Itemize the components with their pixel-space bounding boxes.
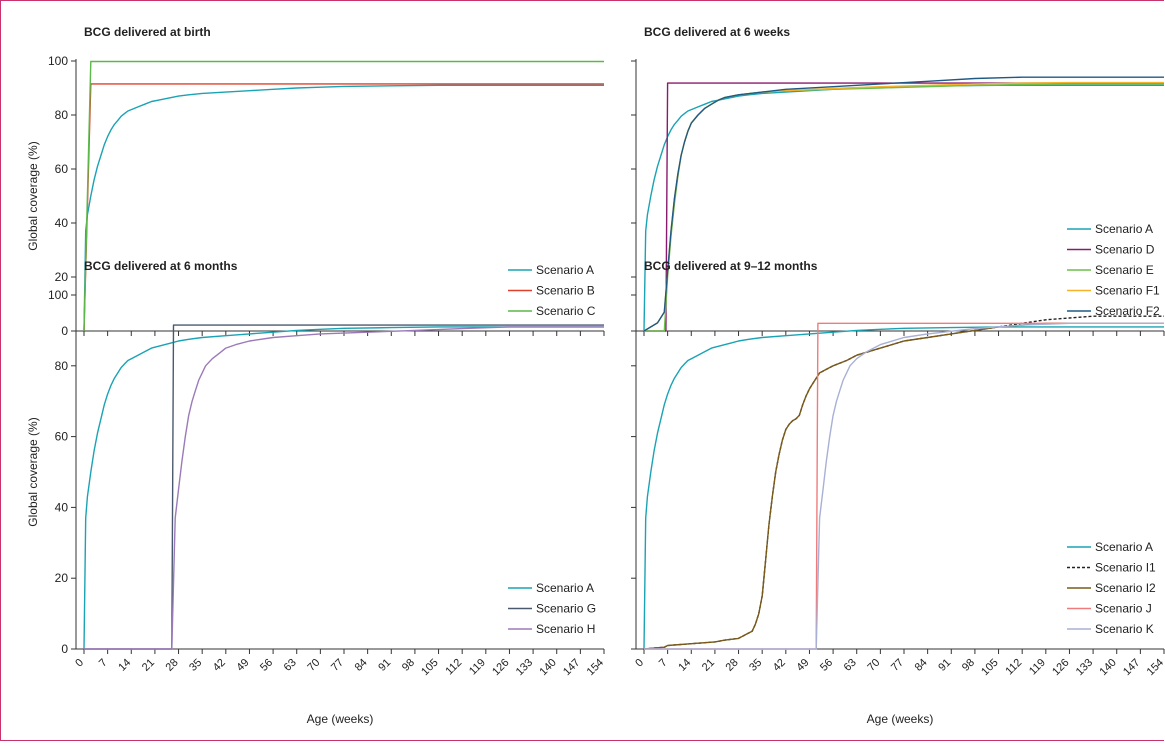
series-line-scenario-f2	[643, 76, 1164, 332]
chart-title: BCG delivered at 6 months	[84, 259, 238, 273]
y-tick-label: 100	[48, 54, 68, 68]
legend-label-scenario-b: Scenario B	[536, 284, 595, 298]
x-axis-label: Age (weeks)	[307, 712, 374, 726]
chart-title: BCG delivered at 6 weeks	[644, 25, 790, 39]
series-line-scenario-c	[83, 60, 604, 332]
legend-label-scenario-f1: Scenario F1	[1095, 284, 1160, 298]
legend-label-scenario-a: Scenario A	[1095, 540, 1153, 554]
y-tick-label: 80	[55, 108, 69, 122]
legend-label-scenario-k: Scenario K	[1095, 622, 1154, 636]
y-tick-label: 0	[61, 324, 68, 338]
chart-title: BCG delivered at birth	[84, 25, 211, 39]
x-axis-label: Age (weeks)	[867, 712, 934, 726]
y-tick-label: 20	[55, 571, 69, 585]
y-tick-label: 40	[55, 500, 69, 514]
legend-label-scenario-i2: Scenario I2	[1095, 581, 1156, 595]
y-tick-label: 20	[55, 270, 69, 284]
legend-label-scenario-h: Scenario H	[536, 622, 595, 636]
legend-label-scenario-j: Scenario J	[1095, 602, 1152, 616]
legend-label-scenario-g: Scenario G	[536, 602, 596, 616]
panel-6-weeks: BCG delivered at 6 weeks Scenario A Scenar…	[631, 25, 1165, 336]
legend-label-scenario-a: Scenario A	[1095, 222, 1153, 236]
y-axis-label: Global coverage (%)	[26, 417, 40, 526]
panel-birth: BCG delivered at birth 0 20 40 60 80 100 Global…	[26, 25, 605, 338]
legend-label-scenario-a: Scenario A	[536, 263, 594, 277]
y-tick-label: 80	[55, 359, 69, 373]
legend-label-scenario-f2: Scenario F2	[1095, 304, 1160, 318]
legend-label-scenario-a: Scenario A	[536, 581, 594, 595]
y-tick-label: 100	[48, 288, 68, 302]
y-tick-label: 0	[61, 642, 68, 656]
series-line-scenario-a	[643, 326, 1164, 650]
y-tick-label: 60	[55, 162, 69, 176]
series-line-scenario-k	[644, 322, 1164, 650]
y-tick-label: 40	[55, 216, 69, 230]
y-axis-label: Global coverage (%)	[26, 141, 40, 250]
series-line-scenario-i2	[643, 322, 1164, 650]
series-line-scenario-a	[83, 326, 604, 650]
legend-label-scenario-d: Scenario D	[1095, 243, 1155, 257]
legend-label-scenario-e: Scenario E	[1095, 263, 1154, 277]
y-tick-label: 60	[55, 430, 69, 444]
legend-label-scenario-c: Scenario C	[536, 304, 596, 318]
legend-label-scenario-i1: Scenario I1	[1095, 561, 1156, 575]
series-line-scenario-a	[83, 84, 604, 332]
series-line-scenario-h	[84, 326, 604, 650]
chart-title: BCG delivered at 9–12 months	[644, 259, 818, 273]
